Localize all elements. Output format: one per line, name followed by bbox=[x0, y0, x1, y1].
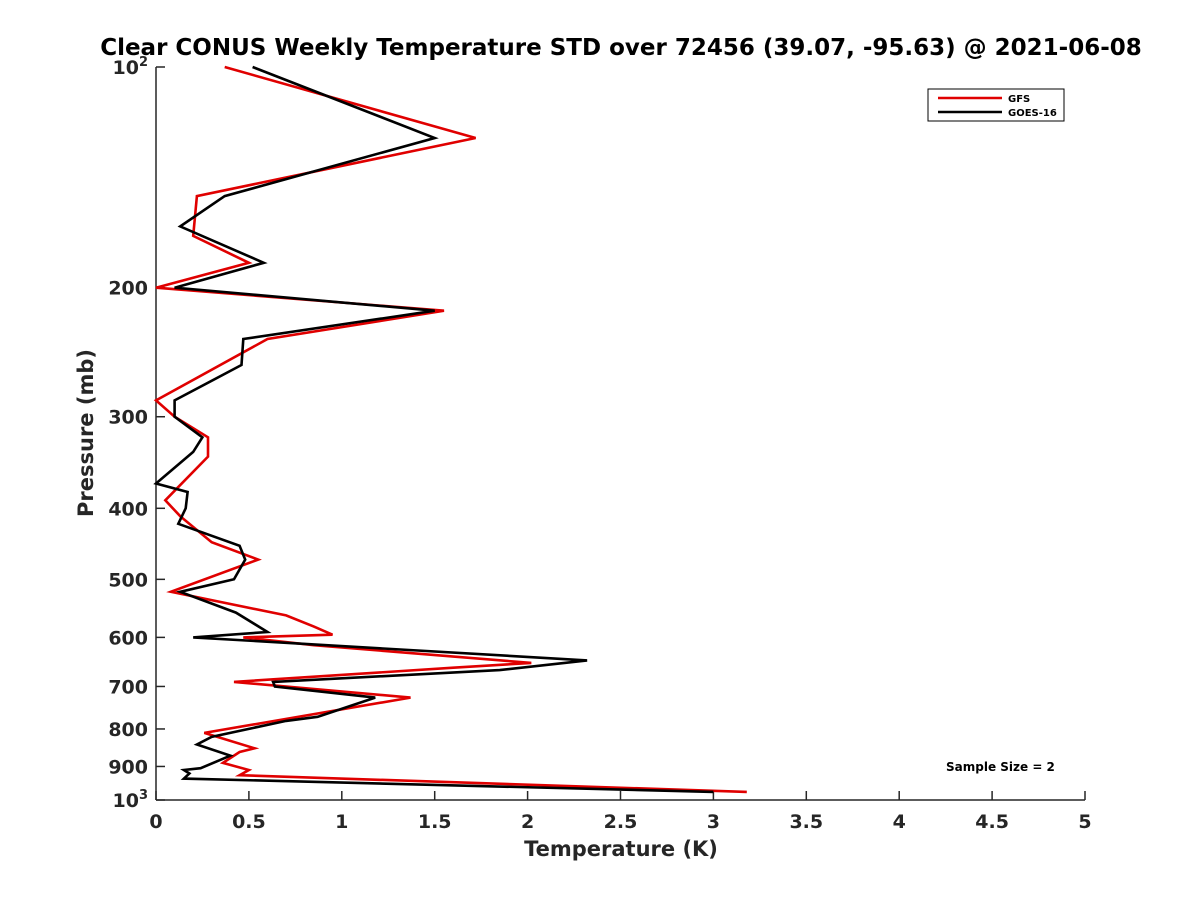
x-tick-label-4-5: 4.5 bbox=[975, 811, 1009, 833]
y-tick-label-800: 800 bbox=[108, 719, 148, 741]
x-tick-label-1: 1 bbox=[335, 811, 348, 833]
x-tick-label-2: 2 bbox=[521, 811, 534, 833]
series-lines bbox=[153, 65, 747, 794]
x-tick-label-3: 3 bbox=[707, 811, 720, 833]
y-tick-label-400: 400 bbox=[108, 498, 148, 520]
y-tick-label-300: 300 bbox=[108, 407, 148, 429]
y-axis-title: Pressure (mb) bbox=[74, 349, 98, 517]
sample-size-annotation: Sample Size = 2 bbox=[946, 760, 1055, 774]
x-tick-label-3-5: 3.5 bbox=[789, 811, 823, 833]
series-line-gfs bbox=[153, 65, 747, 794]
legend-box bbox=[927, 88, 1065, 122]
y-tick-label-600: 600 bbox=[108, 627, 148, 649]
chart-title: Clear CONUS Weekly Temperature STD over … bbox=[100, 35, 1142, 61]
y-tick-label-500: 500 bbox=[108, 569, 148, 591]
x-tick-label-5: 5 bbox=[1078, 811, 1091, 833]
legend: GFS GOES-16 bbox=[927, 88, 1065, 122]
y-tick-label-200: 200 bbox=[108, 278, 148, 300]
y-tick-label-900: 900 bbox=[108, 756, 148, 778]
x-tick-label-2-5: 2.5 bbox=[604, 811, 638, 833]
legend-label-goes16: GOES-16 bbox=[1008, 108, 1057, 119]
y-tick-label-100: 102 bbox=[113, 55, 149, 79]
x-tick-label-0-5: 0.5 bbox=[232, 811, 266, 833]
plot-area: 0 0.5 1 1.5 2 2.5 3 3.5 4 4.5 5 102 200 300 400 500 600… bbox=[108, 55, 1091, 833]
legend-label-gfs: GFS bbox=[1008, 94, 1030, 105]
y-ticks: 102 200 300 400 500 600 700 800 900 103 bbox=[108, 55, 165, 812]
y-tick-label-700: 700 bbox=[108, 676, 148, 698]
x-tick-label-0: 0 bbox=[149, 811, 162, 833]
x-axis-title: Temperature (K) bbox=[524, 837, 718, 861]
x-tick-label-1-5: 1.5 bbox=[418, 811, 452, 833]
series-line-goes-16 bbox=[153, 65, 714, 794]
y-tick-label-1000: 103 bbox=[113, 788, 149, 812]
x-ticks: 0 0.5 1 1.5 2 2.5 3 3.5 4 4.5 5 bbox=[149, 791, 1092, 833]
x-tick-label-4: 4 bbox=[893, 811, 906, 833]
